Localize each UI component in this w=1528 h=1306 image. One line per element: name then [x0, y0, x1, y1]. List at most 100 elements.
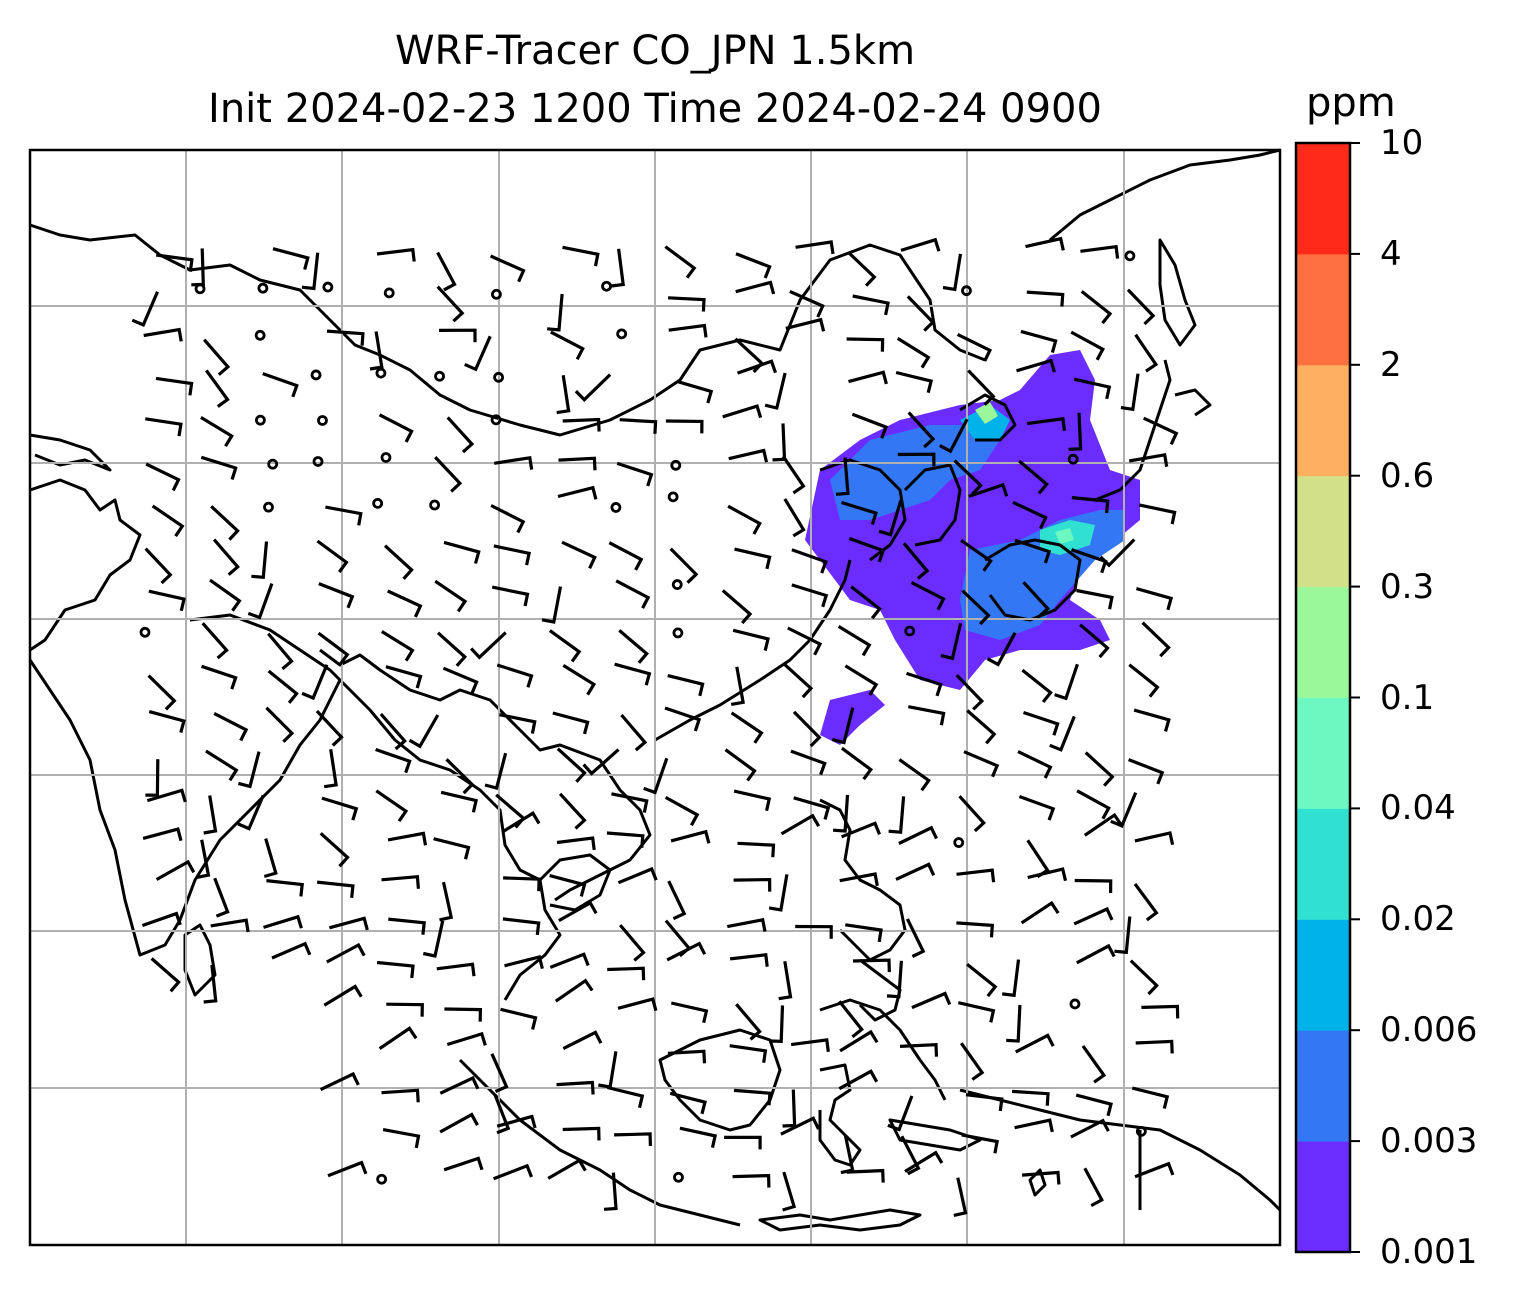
- plume-contour: [1055, 528, 1074, 544]
- coastline: [819, 998, 947, 1101]
- wind-barb: [155, 859, 196, 881]
- wind-barb: [1020, 900, 1060, 925]
- wind-barb: [735, 1003, 762, 1041]
- wind-barb: [841, 500, 878, 525]
- wind-barb: [326, 329, 365, 346]
- wind-barb: [267, 669, 299, 704]
- map-subtitle: Init 2024-02-23 1200 Time 2024-02-24 090…: [208, 86, 1102, 132]
- calm-wind-circle: [263, 501, 274, 513]
- wind-barb: [205, 749, 239, 782]
- wind-barb: [729, 1044, 768, 1063]
- wind-barb: [898, 825, 938, 845]
- wind-barb: [772, 423, 787, 462]
- wind-barb: [795, 240, 835, 255]
- calm-wind-circle: [1124, 250, 1136, 262]
- wind-barb: [895, 862, 936, 881]
- wind-barb: [908, 705, 946, 726]
- wind-barb: [155, 376, 194, 396]
- wind-barb: [900, 1135, 921, 1176]
- wind-barb: [251, 541, 269, 580]
- wind-barb: [886, 960, 903, 999]
- calm-wind-circle: [257, 282, 269, 294]
- wind-barb: [665, 419, 704, 434]
- calm-wind-circle: [317, 415, 328, 426]
- wind-barb: [726, 917, 767, 932]
- wind-barb: [603, 1172, 618, 1211]
- wind-barb: [839, 1029, 879, 1053]
- wind-barb: [1139, 503, 1177, 525]
- wind-barb: [490, 504, 526, 534]
- calm-wind-circle: [491, 288, 502, 300]
- wind-barb: [793, 796, 831, 820]
- wind-barb: [562, 1030, 603, 1051]
- wind-barb: [1143, 416, 1179, 445]
- wind-barb: [906, 295, 936, 332]
- wind-barb: [263, 914, 303, 929]
- wind-barb: [375, 747, 412, 774]
- wind-barb: [433, 837, 471, 860]
- wind-barb: [438, 328, 477, 343]
- wind-barb: [145, 417, 183, 437]
- wind-barb: [443, 540, 481, 564]
- calm-wind-circle: [375, 367, 387, 379]
- wind-barb: [541, 586, 563, 624]
- wind-barb: [768, 874, 789, 912]
- wind-barb: [735, 280, 776, 295]
- wind-barb: [147, 674, 177, 711]
- wind-barb: [484, 752, 508, 790]
- wind-barb: [556, 836, 596, 851]
- wind-barb: [835, 457, 850, 496]
- plume-contour: [975, 402, 998, 424]
- colorbar-tick-label: 4: [1380, 233, 1402, 274]
- calm-wind-circle: [961, 285, 972, 297]
- wind-barb: [558, 900, 598, 922]
- wind-barb: [1026, 417, 1067, 431]
- wind-barb: [439, 1112, 479, 1134]
- wind-barb: [558, 456, 597, 471]
- wind-barb: [266, 879, 304, 897]
- wind-barb: [724, 1135, 762, 1150]
- wind-barb: [562, 1126, 601, 1141]
- wind-barb: [386, 1002, 424, 1017]
- wind-barb: [1128, 452, 1169, 467]
- wind-barb: [205, 369, 230, 408]
- wind-barb: [940, 622, 963, 661]
- calm-wind-circle: [1067, 453, 1079, 465]
- wind-barb: [1068, 412, 1083, 451]
- wind-barb: [960, 538, 993, 572]
- wind-barb: [664, 245, 697, 279]
- colorbar-tick-label: 0.6: [1380, 455, 1435, 496]
- wind-barb: [439, 881, 454, 922]
- wind-barb: [957, 1001, 996, 1023]
- coastline: [183, 923, 217, 997]
- wind-barb: [837, 625, 872, 657]
- wind-barb: [790, 749, 827, 776]
- wind-barb: [764, 372, 787, 410]
- wind-barb: [388, 917, 426, 935]
- wind-barb: [443, 1156, 484, 1172]
- wind-barb: [1080, 244, 1120, 259]
- wind-barb: [326, 942, 366, 964]
- wind-barb: [852, 294, 890, 316]
- colorbar-tick-label: 2: [1380, 344, 1402, 385]
- wind-barb: [963, 750, 1000, 778]
- wind-barb: [1080, 290, 1113, 325]
- wind-barb: [321, 796, 359, 821]
- calm-wind-circle: [383, 287, 395, 299]
- wind-barb: [131, 291, 159, 327]
- wind-barb: [791, 583, 829, 608]
- wind-barb: [846, 337, 885, 352]
- wind-barb: [607, 1085, 645, 1109]
- wind-barb: [1026, 290, 1065, 307]
- wind-barb: [562, 664, 597, 696]
- wind-barb: [201, 622, 229, 660]
- wind-barb: [142, 827, 183, 842]
- wind-barb: [1133, 882, 1159, 922]
- wind-barb: [191, 248, 205, 287]
- wind-barb: [1083, 812, 1123, 837]
- wind-barb: [434, 456, 463, 493]
- wind-barb: [493, 1163, 533, 1181]
- wind-barb: [1135, 587, 1174, 611]
- wind-barb: [850, 585, 882, 620]
